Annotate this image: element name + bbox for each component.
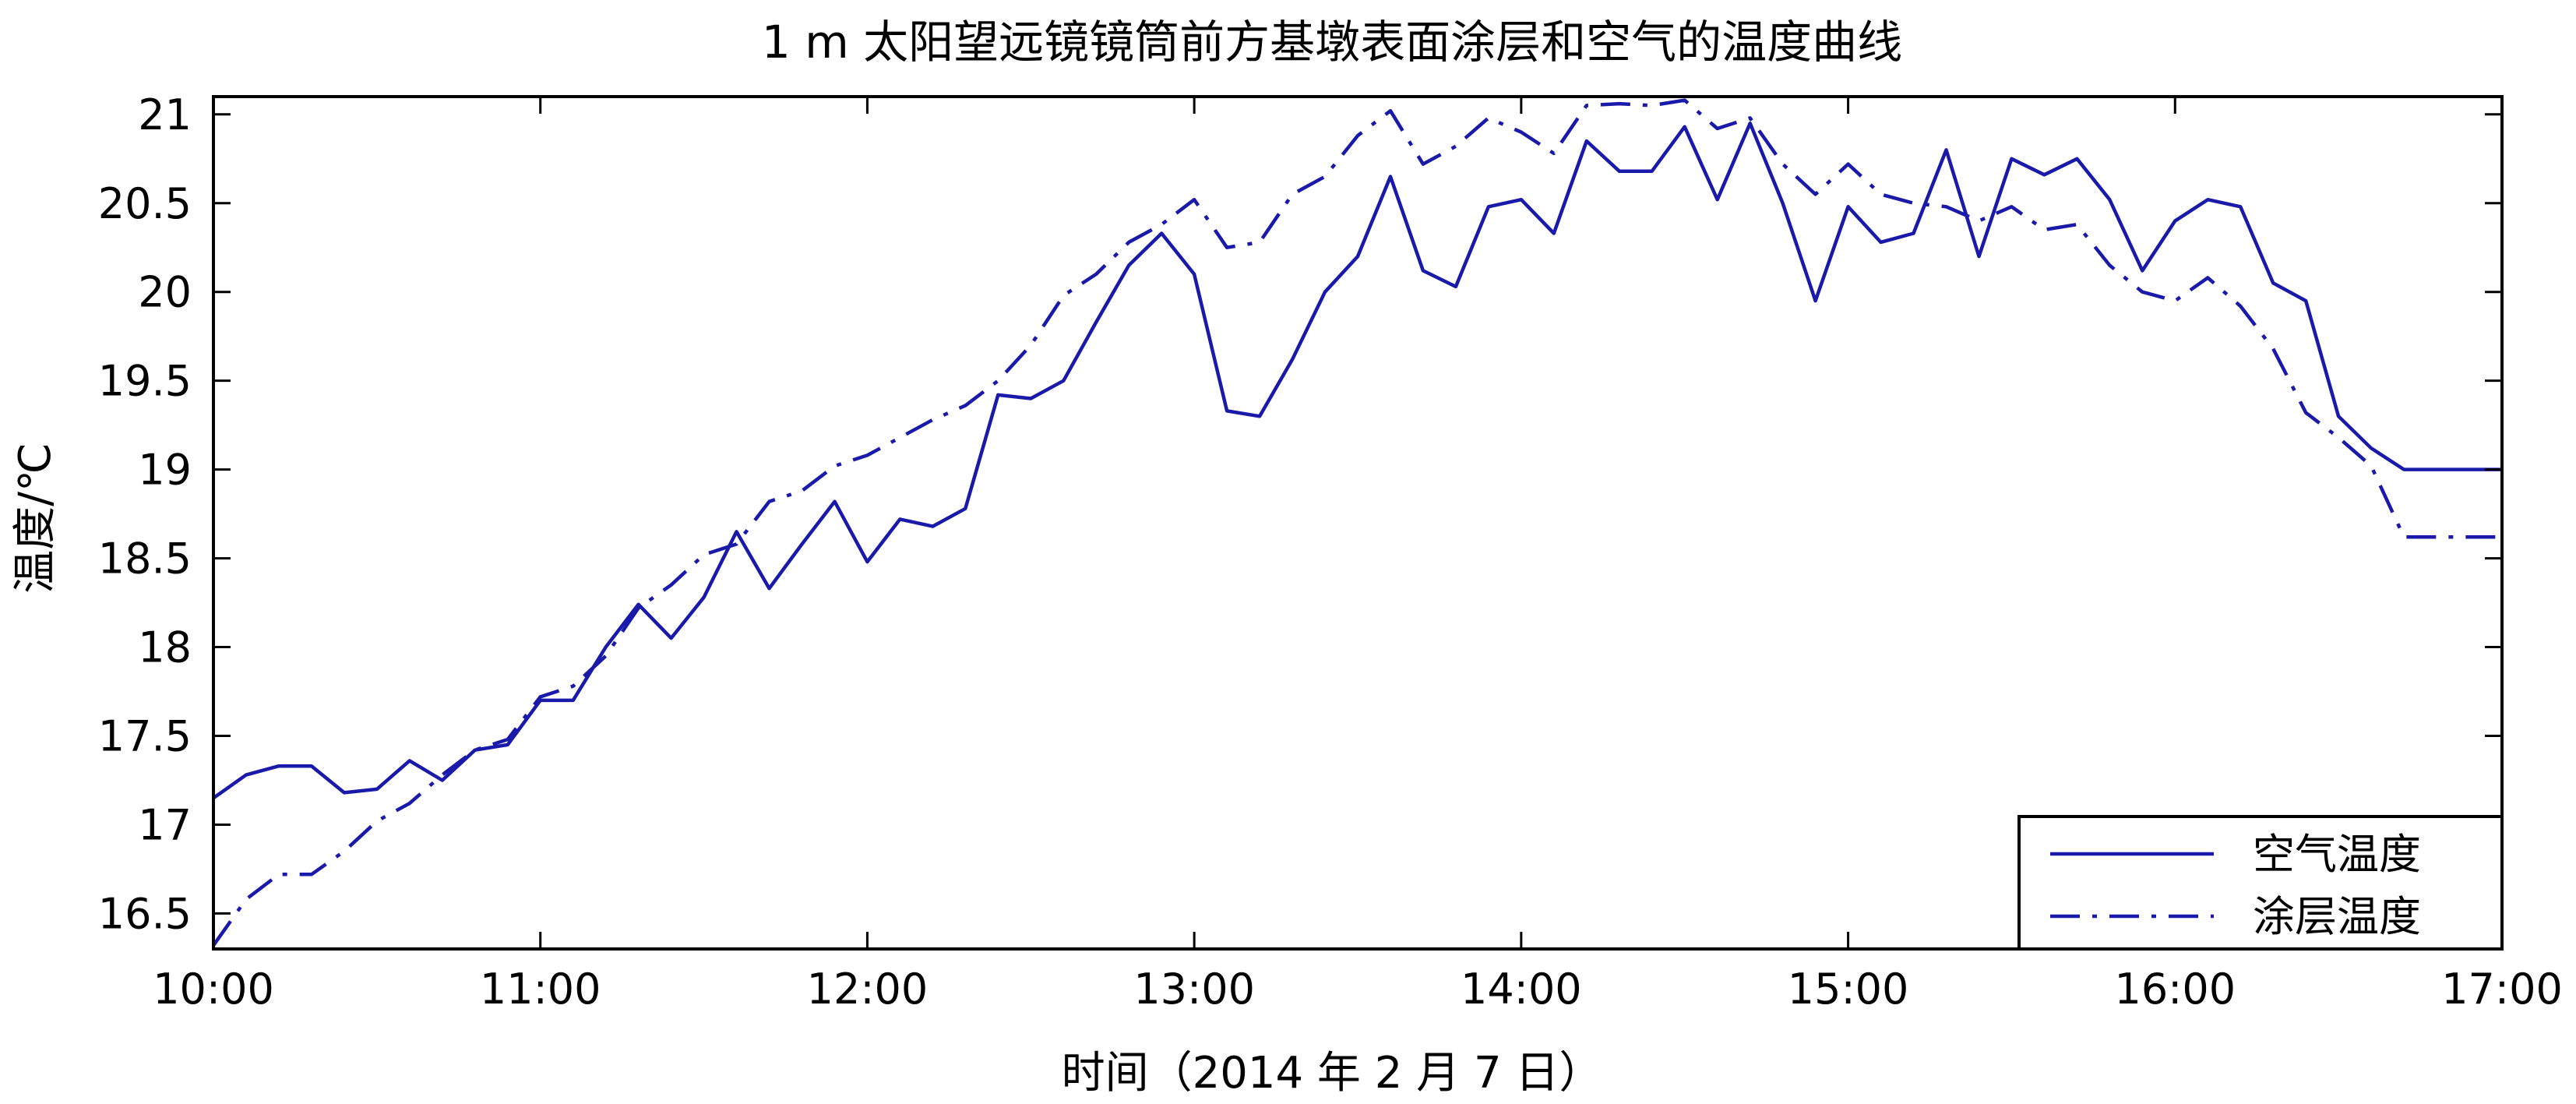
series-line-coating	[213, 98, 2502, 947]
axes: 10:00 11:00 12:00 13:00 14:00 15:00 16:00 17:00…	[98, 90, 2563, 1014]
x-tick-label: 11:00	[480, 965, 601, 1014]
y-tick-label: 19	[138, 446, 192, 495]
x-tick-label: 17:00	[2441, 965, 2563, 1014]
x-tick-label: 16:00	[2114, 965, 2236, 1014]
x-tick-label: 13:00	[1133, 965, 1255, 1014]
x-tick-label: 14:00	[1461, 965, 1582, 1014]
y-tick-label: 17	[138, 800, 192, 849]
y-tick-label: 20	[138, 268, 192, 317]
x-tick-label: 15:00	[1788, 965, 1909, 1014]
y-tick-label: 20.5	[98, 179, 192, 228]
x-tick-label: 12:00	[807, 965, 929, 1014]
y-axis-label: 温度/℃	[10, 443, 61, 594]
legend-label: 空气温度	[2253, 830, 2421, 879]
x-tick-label: 10:00	[153, 965, 274, 1014]
y-tick-label: 17.5	[98, 712, 192, 761]
y-tick-label: 21	[138, 90, 192, 139]
plot-area	[213, 98, 2502, 947]
y-tick-label: 18.5	[98, 534, 192, 584]
legend-label: 涂层温度	[2253, 892, 2421, 941]
chart-title: 1 m 太阳望远镜镜筒前方基墩表面涂层和空气的温度曲线	[762, 16, 1902, 69]
plot-frame	[212, 95, 2504, 951]
y-tick-label: 19.5	[98, 357, 192, 406]
y-tick-label: 18	[138, 623, 192, 672]
y-tick-label: 16.5	[98, 889, 192, 938]
legend-box	[2017, 815, 2504, 951]
x-axis-label: 时间（2014 年 2 月 7 日）	[1062, 1048, 1603, 1099]
series-line-air	[213, 121, 2502, 800]
